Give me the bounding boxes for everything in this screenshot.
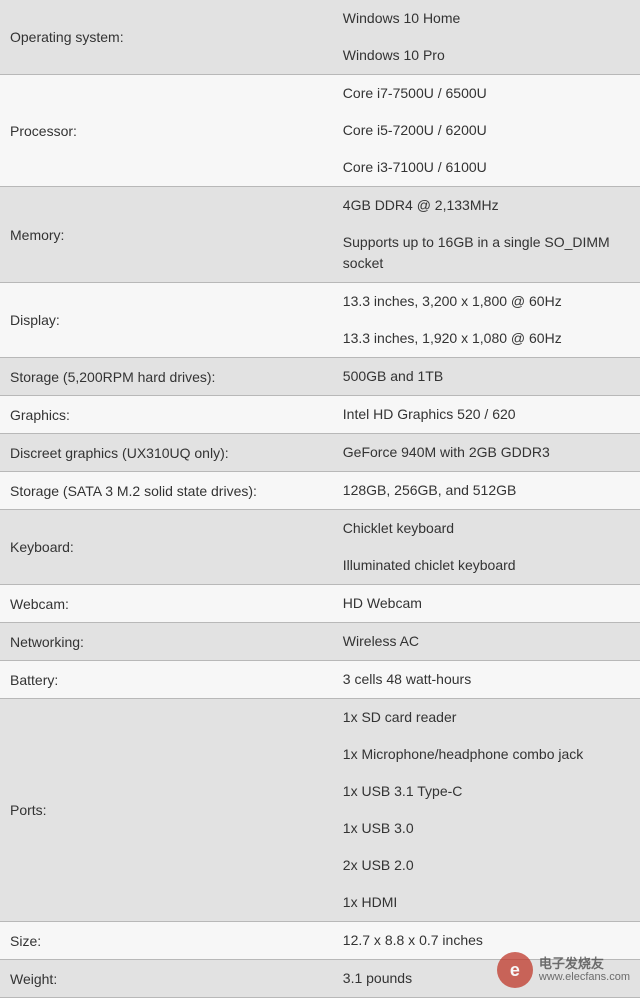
spec-value: Illuminated chiclet keyboard	[333, 547, 640, 584]
watermark-cn: 电子发烧友	[539, 956, 630, 972]
spec-values: 4GB DDR4 @ 2,133MHzSupports up to 16GB i…	[333, 187, 640, 282]
spec-label: Display:	[0, 283, 333, 357]
spec-value: 1x HDMI	[333, 884, 640, 921]
spec-value: 3 cells 48 watt-hours	[333, 661, 640, 698]
spec-label: Weight:	[0, 960, 333, 997]
spec-label: Webcam:	[0, 585, 333, 622]
spec-values: Wireless AC	[333, 623, 640, 660]
spec-values: 1x SD card reader1x Microphone/headphone…	[333, 699, 640, 921]
spec-label: Operating system:	[0, 0, 333, 74]
spec-values: Core i7-7500U / 6500UCore i5-7200U / 620…	[333, 75, 640, 186]
spec-value: 500GB and 1TB	[333, 358, 640, 395]
spec-values: 500GB and 1TB	[333, 358, 640, 395]
spec-row: Operating system:Windows 10 HomeWindows …	[0, 0, 640, 75]
spec-value: Core i7-7500U / 6500U	[333, 75, 640, 112]
spec-row: Discreet graphics (UX310UQ only):GeForce…	[0, 434, 640, 472]
spec-value: 13.3 inches, 3,200 x 1,800 @ 60Hz	[333, 283, 640, 320]
spec-label: Keyboard:	[0, 510, 333, 584]
spec-label: Networking:	[0, 623, 333, 660]
spec-value: 13.3 inches, 1,920 x 1,080 @ 60Hz	[333, 320, 640, 357]
spec-value: Supports up to 16GB in a single SO_DIMM …	[333, 224, 640, 282]
spec-row: Storage (5,200RPM hard drives):500GB and…	[0, 358, 640, 396]
spec-value: 2x USB 2.0	[333, 847, 640, 884]
spec-value: 1x SD card reader	[333, 699, 640, 736]
spec-value: Core i5-7200U / 6200U	[333, 112, 640, 149]
watermark-logo-letter: e	[510, 960, 520, 981]
spec-values: Chicklet keyboardIlluminated chiclet key…	[333, 510, 640, 584]
spec-value: Windows 10 Pro	[333, 37, 640, 74]
spec-row: Ports:1x SD card reader1x Microphone/hea…	[0, 699, 640, 922]
spec-row: Processor:Core i7-7500U / 6500UCore i5-7…	[0, 75, 640, 187]
spec-label: Processor:	[0, 75, 333, 186]
spec-values: GeForce 940M with 2GB GDDR3	[333, 434, 640, 471]
spec-row: Webcam:HD Webcam	[0, 585, 640, 623]
spec-values: 3 cells 48 watt-hours	[333, 661, 640, 698]
spec-values: HD Webcam	[333, 585, 640, 622]
spec-value: Windows 10 Home	[333, 0, 640, 37]
spec-row: Networking:Wireless AC	[0, 623, 640, 661]
spec-value: 1x USB 3.1 Type-C	[333, 773, 640, 810]
spec-label: Ports:	[0, 699, 333, 921]
spec-label: Storage (5,200RPM hard drives):	[0, 358, 333, 395]
spec-values: 128GB, 256GB, and 512GB	[333, 472, 640, 509]
spec-row: Battery:3 cells 48 watt-hours	[0, 661, 640, 699]
spec-value: Chicklet keyboard	[333, 510, 640, 547]
spec-value: Intel HD Graphics 520 / 620	[333, 396, 640, 433]
spec-label: Size:	[0, 922, 333, 959]
watermark: e 电子发烧友 www.elecfans.com	[497, 952, 630, 988]
spec-value: HD Webcam	[333, 585, 640, 622]
specs-table: Operating system:Windows 10 HomeWindows …	[0, 0, 640, 998]
spec-values: Windows 10 HomeWindows 10 Pro	[333, 0, 640, 74]
spec-row: Keyboard:Chicklet keyboardIlluminated ch…	[0, 510, 640, 585]
spec-value: GeForce 940M with 2GB GDDR3	[333, 434, 640, 471]
spec-row: Display:13.3 inches, 3,200 x 1,800 @ 60H…	[0, 283, 640, 358]
spec-row: Storage (SATA 3 M.2 solid state drives):…	[0, 472, 640, 510]
spec-label: Storage (SATA 3 M.2 solid state drives):	[0, 472, 333, 509]
spec-value: Core i3-7100U / 6100U	[333, 149, 640, 186]
spec-label: Memory:	[0, 187, 333, 282]
spec-value: 4GB DDR4 @ 2,133MHz	[333, 187, 640, 224]
spec-label: Battery:	[0, 661, 333, 698]
spec-value: 1x USB 3.0	[333, 810, 640, 847]
watermark-text: 电子发烧友 www.elecfans.com	[539, 956, 630, 985]
spec-values: Intel HD Graphics 520 / 620	[333, 396, 640, 433]
spec-row: Graphics:Intel HD Graphics 520 / 620	[0, 396, 640, 434]
spec-values: 13.3 inches, 3,200 x 1,800 @ 60Hz13.3 in…	[333, 283, 640, 357]
spec-value: 128GB, 256GB, and 512GB	[333, 472, 640, 509]
spec-label: Discreet graphics (UX310UQ only):	[0, 434, 333, 471]
watermark-logo-icon: e	[497, 952, 533, 988]
spec-label: Graphics:	[0, 396, 333, 433]
spec-row: Memory:4GB DDR4 @ 2,133MHzSupports up to…	[0, 187, 640, 283]
spec-value: Wireless AC	[333, 623, 640, 660]
watermark-url: www.elecfans.com	[539, 971, 630, 984]
spec-value: 1x Microphone/headphone combo jack	[333, 736, 640, 773]
